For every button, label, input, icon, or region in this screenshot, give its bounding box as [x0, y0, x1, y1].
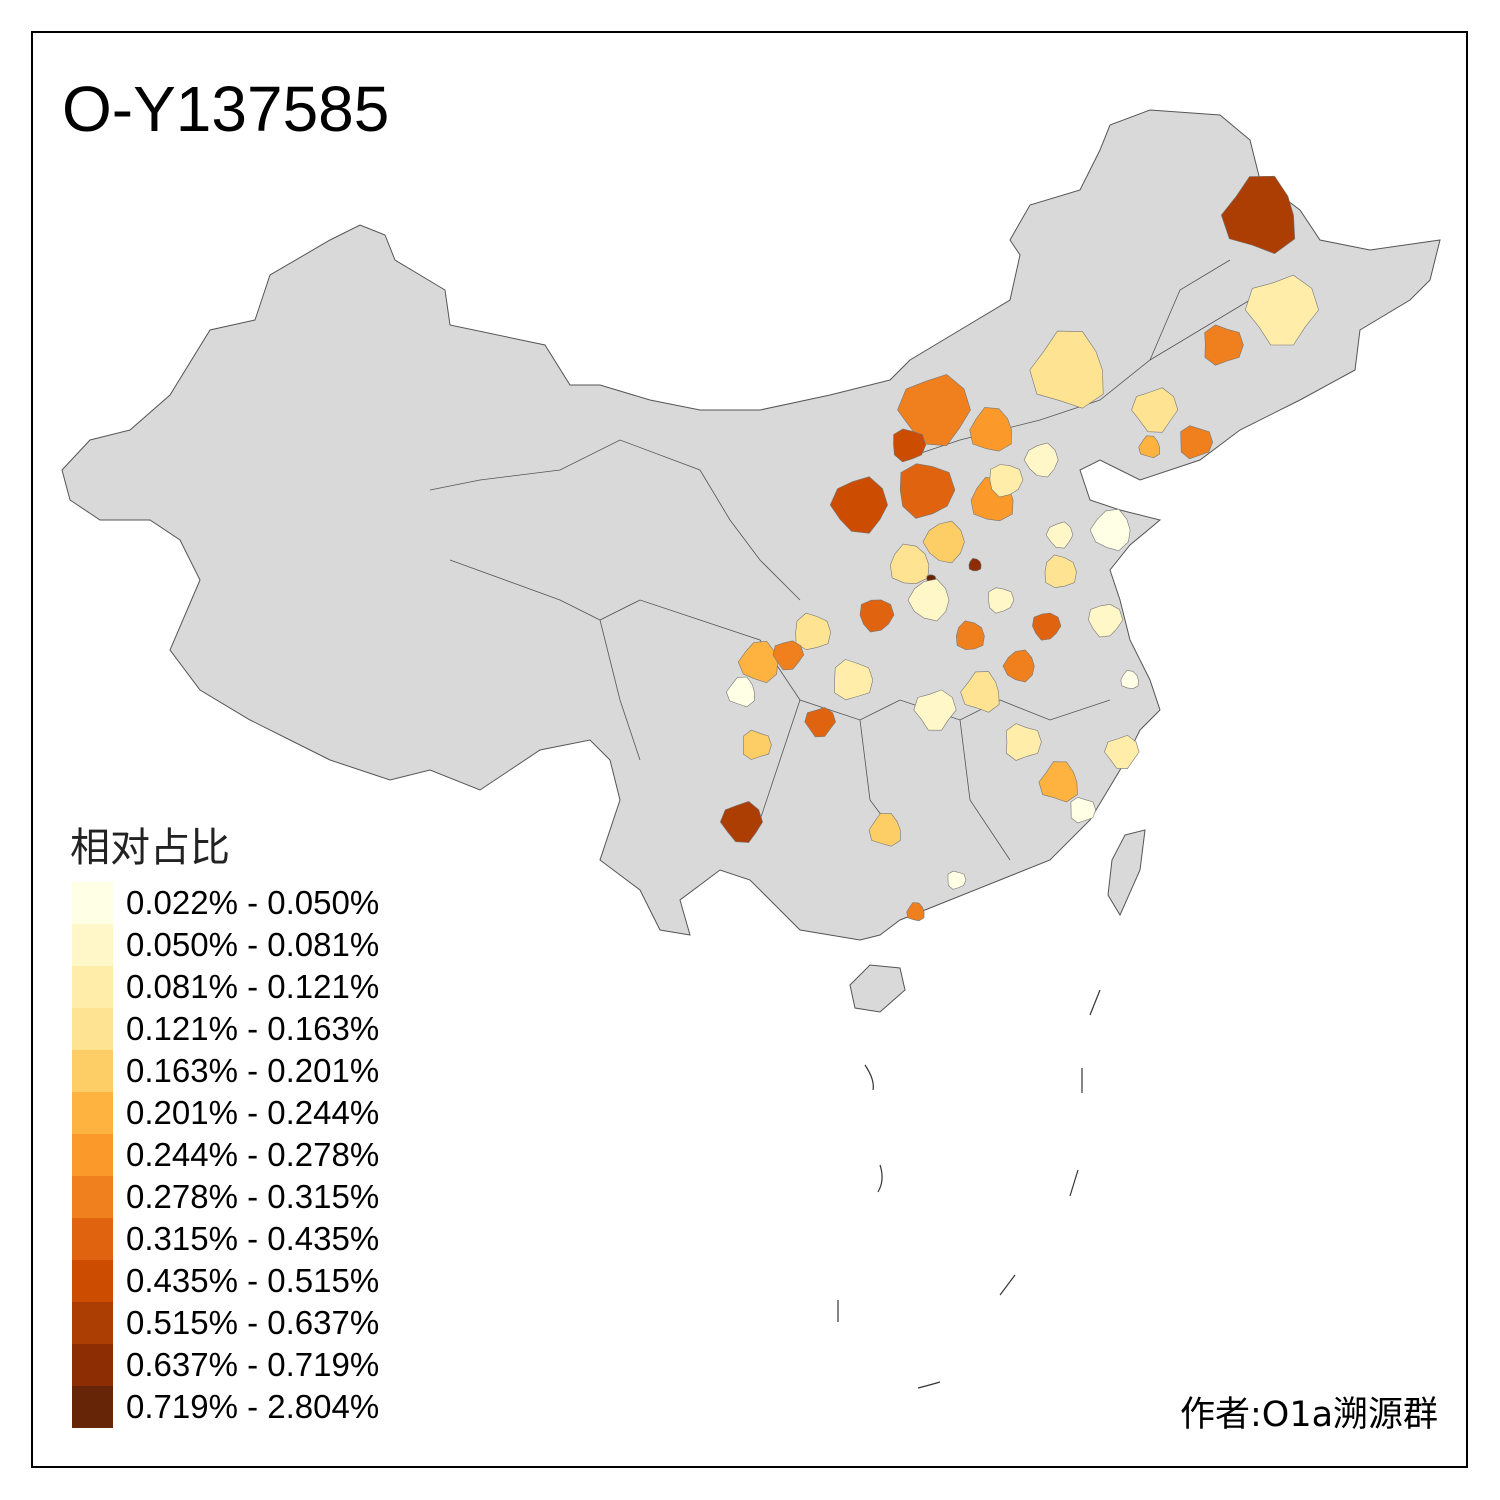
legend-item: 0.719% - 2.804%	[72, 1386, 379, 1428]
region-area	[893, 428, 927, 463]
region-area	[1032, 612, 1062, 641]
legend-swatch	[72, 1218, 113, 1260]
legend-label: 0.163% - 0.201%	[126, 1052, 380, 1089]
legend-item: 0.515% - 0.637%	[72, 1302, 379, 1344]
legend-label: 0.022% - 0.050%	[126, 884, 380, 921]
region-area	[1088, 603, 1124, 638]
legend-swatch	[72, 924, 113, 966]
region-area	[1089, 508, 1131, 552]
region-area	[804, 707, 836, 738]
region-area	[1104, 734, 1140, 770]
region-area	[829, 476, 888, 534]
region-area	[968, 557, 982, 572]
china-outline	[61, 109, 1441, 941]
legend-swatch	[72, 1344, 113, 1386]
region-area	[1220, 175, 1296, 255]
region-area	[947, 870, 967, 890]
legend-swatch	[72, 1302, 113, 1344]
colored-regions	[719, 175, 1319, 922]
legend-label: 0.121% - 0.163%	[126, 1010, 380, 1047]
legend-label: 0.201% - 0.244%	[126, 1094, 380, 1131]
region-area	[1138, 435, 1160, 459]
region-area	[922, 520, 965, 564]
legend-swatch	[72, 1008, 113, 1050]
region-area	[1131, 387, 1179, 433]
region-area	[1204, 324, 1244, 366]
region-area	[1044, 554, 1077, 588]
legend-swatch	[72, 966, 113, 1008]
map-frame	[31, 31, 1468, 1468]
region-area	[1045, 521, 1074, 549]
legend-item: 0.637% - 0.719%	[72, 1344, 379, 1386]
region-area	[899, 463, 956, 519]
region-area	[969, 407, 1012, 452]
legend-label: 0.315% - 0.435%	[126, 1220, 380, 1257]
legend-label: 0.435% - 0.515%	[126, 1262, 380, 1299]
region-area	[889, 543, 930, 585]
legend-item: 0.050% - 0.081%	[72, 924, 379, 966]
legend-swatch	[72, 1050, 113, 1092]
legend-swatch	[72, 1092, 113, 1134]
region-area	[897, 374, 971, 447]
region-area	[955, 620, 985, 650]
region-area	[960, 671, 1000, 713]
region-area	[1244, 274, 1319, 346]
region-area	[737, 640, 778, 684]
taiwan-island	[1107, 829, 1146, 917]
region-area	[988, 587, 1015, 614]
legend-label: 0.081% - 0.121%	[126, 968, 380, 1005]
province-borders	[429, 259, 1251, 861]
region-area	[868, 812, 901, 847]
legend-label: 0.050% - 0.081%	[126, 926, 380, 963]
region-area	[772, 640, 805, 671]
legend-item: 0.244% - 0.278%	[72, 1134, 379, 1176]
legend-item: 0.022% - 0.050%	[72, 882, 379, 924]
region-area	[1180, 425, 1214, 460]
hainan-island	[849, 964, 906, 1013]
south-sea-islands	[837, 989, 1101, 1389]
region-area	[1120, 670, 1139, 690]
region-area	[989, 464, 1024, 498]
region-area	[1002, 649, 1035, 683]
region-area	[907, 578, 950, 622]
legend-swatch	[72, 1134, 113, 1176]
map-title: O-Y137585	[62, 73, 390, 145]
legend-swatch	[72, 1260, 113, 1302]
region-area	[725, 676, 755, 708]
legend-item: 0.435% - 0.515%	[72, 1260, 379, 1302]
legend: 0.022% - 0.050% 0.050% - 0.081% 0.081% - 0…	[72, 882, 379, 1428]
region-area	[834, 659, 874, 701]
region-area	[1038, 761, 1078, 803]
legend-label: 0.515% - 0.637%	[126, 1304, 380, 1341]
region-area	[719, 801, 763, 843]
region-area	[906, 902, 925, 922]
legend-swatch	[72, 1386, 113, 1428]
legend-label: 0.244% - 0.278%	[126, 1136, 380, 1173]
legend-item: 0.163% - 0.201%	[72, 1050, 379, 1092]
region-area	[743, 729, 772, 760]
legend-label: 0.637% - 0.719%	[126, 1346, 380, 1383]
legend-item: 0.201% - 0.244%	[72, 1092, 379, 1134]
region-area	[859, 599, 895, 633]
region-area	[1070, 796, 1097, 824]
legend-item: 0.315% - 0.435%	[72, 1218, 379, 1260]
region-area	[1023, 442, 1059, 478]
legend-label: 0.719% - 2.804%	[126, 1388, 380, 1425]
legend-swatch	[72, 882, 113, 924]
legend-label: 0.278% - 0.315%	[126, 1178, 380, 1215]
legend-item: 0.121% - 0.163%	[72, 1008, 379, 1050]
region-area	[1005, 723, 1042, 761]
legend-item: 0.278% - 0.315%	[72, 1176, 379, 1218]
region-area	[795, 612, 832, 651]
region-area	[1029, 330, 1104, 409]
region-area	[913, 689, 957, 731]
author-credit: 作者:O1a溯源群	[1180, 1395, 1439, 1435]
legend-swatch	[72, 1176, 113, 1218]
legend-item: 0.081% - 0.121%	[72, 966, 379, 1008]
legend-title: 相对占比	[70, 825, 230, 871]
